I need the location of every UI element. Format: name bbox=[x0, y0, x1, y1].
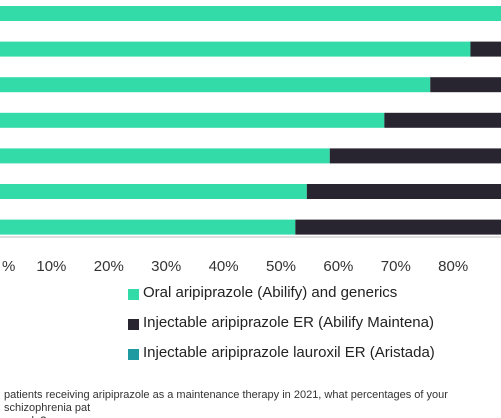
x-tick-label: 10% bbox=[36, 258, 66, 275]
bar-row5-series1 bbox=[0, 148, 330, 164]
bar-row4-series2 bbox=[384, 112, 501, 128]
x-tick-label: 70% bbox=[381, 258, 411, 275]
legend-swatch-aristada bbox=[128, 349, 139, 360]
legend-swatch-maintena bbox=[128, 319, 139, 330]
bar-row5-series2 bbox=[329, 148, 501, 164]
legend-label-oral: Oral aripiprazole (Abilify) and generics bbox=[143, 284, 398, 301]
bar-row6-series1 bbox=[0, 184, 307, 199]
x-tick-label: 80% bbox=[438, 258, 468, 275]
question-footnote: patients receiving aripiprazole as a mai… bbox=[4, 389, 448, 418]
x-tick-label: 30% bbox=[151, 258, 181, 275]
bar-row1-series1 bbox=[0, 6, 501, 21]
x-tick-label: 60% bbox=[323, 258, 353, 275]
x-tick-label: 50% bbox=[266, 258, 296, 275]
bar-row3-series1 bbox=[0, 77, 431, 93]
bar-row2-series2 bbox=[470, 41, 501, 57]
legend-swatch-oral bbox=[128, 289, 139, 300]
bar-row4-series1 bbox=[0, 112, 385, 128]
bar-row3-series2 bbox=[430, 77, 501, 93]
legend-label-aristada: Injectable aripiprazole lauroxil ER (Ari… bbox=[143, 344, 435, 361]
bar-row6-series2 bbox=[306, 184, 501, 199]
x-tick-label: 40% bbox=[209, 258, 239, 275]
bar-row2-series1 bbox=[0, 41, 471, 57]
x-tick-label: 20% bbox=[94, 258, 124, 275]
legend-label-maintena: Injectable aripiprazole ER (Abilify Main… bbox=[143, 314, 434, 331]
x-tick-label: % bbox=[2, 258, 15, 275]
stacked-bar-chart: %10%20%30%40%50%60%70%80%90 bbox=[0, 6, 501, 275]
bar-row7-series2 bbox=[295, 219, 501, 235]
bar-row7-series1 bbox=[0, 219, 296, 235]
